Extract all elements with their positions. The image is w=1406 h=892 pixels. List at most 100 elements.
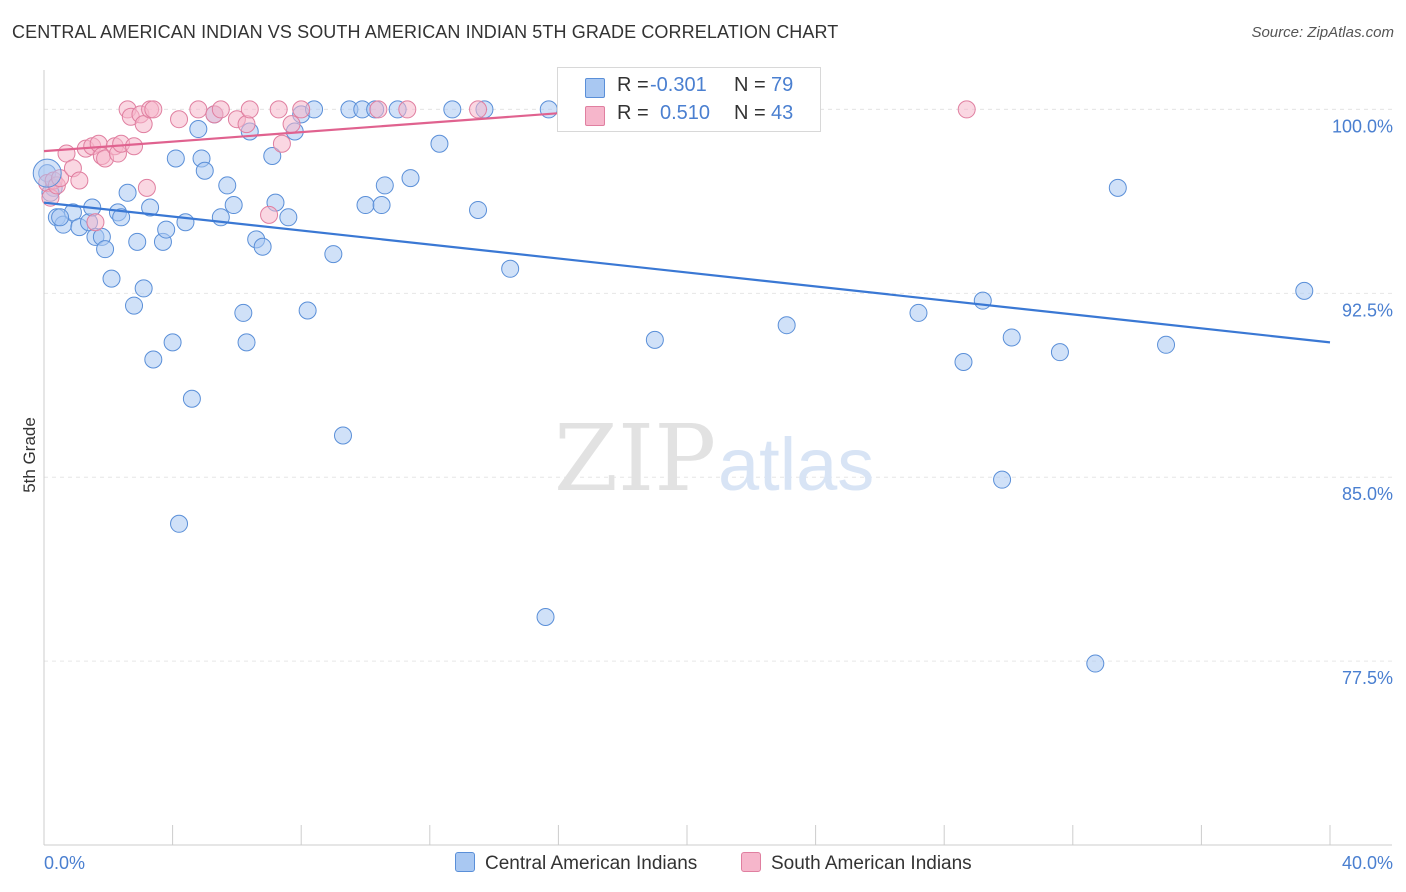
central-point: [134, 279, 153, 298]
legend-r-label: R =: [617, 74, 649, 96]
y-tick-label: 100.0%: [1332, 116, 1393, 136]
central-point: [501, 259, 520, 278]
central-point: [170, 514, 189, 533]
central-point: [263, 147, 282, 166]
south-point: [137, 178, 156, 197]
central-point: [356, 196, 375, 215]
south-point: [282, 115, 301, 134]
tick-labels: 77.5% 85.0% 92.5% 100.0% 0.0% 40.0%: [44, 116, 1393, 873]
central-point: [1086, 654, 1105, 673]
legend-n-label: N =: [734, 74, 766, 96]
central-point: [469, 200, 488, 219]
legend-r-label: R =: [617, 102, 649, 124]
trend-lines: [43, 108, 1331, 344]
y-axis-label: 5th Grade: [20, 417, 39, 493]
legend-swatch-south: [585, 106, 605, 126]
central-point: [195, 161, 214, 180]
south-point: [240, 100, 259, 119]
south-point: [369, 100, 388, 119]
central-point: [234, 303, 253, 322]
central-point: [218, 176, 237, 195]
central-point: [777, 316, 796, 335]
central-point: [144, 350, 163, 369]
central-point: [430, 134, 449, 153]
legend-item-south: South American Indians: [741, 852, 972, 875]
central-point: [141, 198, 160, 217]
central-point: [993, 470, 1012, 489]
south-point: [144, 100, 163, 119]
legend-n-value: 43: [771, 102, 794, 124]
y-tick-label: 85.0%: [1342, 484, 1393, 504]
central-point: [102, 269, 121, 288]
central-point: [909, 303, 928, 322]
central-point: [32, 158, 62, 188]
chart-title: CENTRAL AMERICAN INDIAN VS SOUTH AMERICA…: [12, 22, 839, 42]
central-point: [237, 333, 256, 352]
south-point: [70, 171, 89, 190]
central-point: [1050, 343, 1069, 362]
legend-item-central: Central American Indians: [455, 852, 697, 875]
legend-swatch-central: [585, 78, 605, 98]
south-point: [260, 205, 279, 224]
legend-label-south: South American Indians: [771, 853, 972, 874]
central-point: [118, 183, 137, 202]
south-point: [398, 100, 417, 119]
central-point: [279, 208, 298, 227]
central-point: [298, 301, 317, 320]
south-point: [189, 100, 208, 119]
south-point: [170, 110, 189, 129]
south-point: [86, 213, 105, 232]
central-point: [375, 176, 394, 195]
legend-swatch-south: [741, 852, 761, 872]
south-point: [237, 115, 256, 134]
central-point: [333, 426, 352, 445]
central-point: [1108, 178, 1127, 197]
south-point: [469, 100, 488, 119]
central-point: [157, 220, 176, 239]
data-points: [32, 100, 1314, 673]
legend-r-value: 0.510: [660, 102, 711, 124]
south-point: [272, 134, 291, 153]
watermark-atlas: atlas: [718, 423, 874, 506]
central-point: [954, 352, 973, 371]
watermark-zip: ZIP: [554, 405, 716, 512]
legend-label-central: Central American Indians: [485, 853, 698, 874]
x-tick-label: 0.0%: [44, 853, 85, 873]
central-point: [443, 100, 462, 119]
central-point: [182, 389, 201, 408]
central-point: [163, 333, 182, 352]
south-point: [269, 100, 288, 119]
central-point: [96, 240, 115, 259]
grid-lines: [44, 108, 1392, 662]
south-point: [292, 100, 311, 119]
x-tick-label: 40.0%: [1342, 853, 1393, 873]
central-point: [166, 149, 185, 168]
stats-legend: R = -0.301 N = 79 R = 0.510 N = 43: [557, 67, 821, 132]
central-point: [51, 208, 70, 227]
central-point: [536, 607, 555, 626]
y-tick-label: 92.5%: [1342, 300, 1393, 320]
central-point: [973, 291, 992, 310]
central-point: [112, 208, 131, 227]
legend-n-value: 79: [771, 74, 794, 96]
south-point: [211, 100, 230, 119]
central-point: [401, 169, 420, 188]
y-tick-label: 77.5%: [1342, 668, 1393, 688]
legend-r-value: -0.301: [650, 74, 707, 96]
central-point: [189, 120, 208, 139]
source-label: Source: ZipAtlas.com: [1251, 24, 1394, 41]
legend-swatch-central: [455, 852, 475, 872]
central-point: [224, 196, 243, 215]
central-point: [645, 330, 664, 349]
south-trend-line: [43, 108, 610, 153]
legend-row-south: R = 0.510 N = 43: [558, 102, 820, 130]
watermark: ZIP atlas: [554, 405, 874, 512]
central-point: [1295, 281, 1314, 300]
central-point: [253, 237, 272, 256]
central-point: [324, 245, 343, 264]
south-point: [125, 137, 144, 156]
central-trend-line: [43, 201, 1331, 344]
central-point: [128, 232, 147, 251]
south-point: [957, 100, 976, 119]
